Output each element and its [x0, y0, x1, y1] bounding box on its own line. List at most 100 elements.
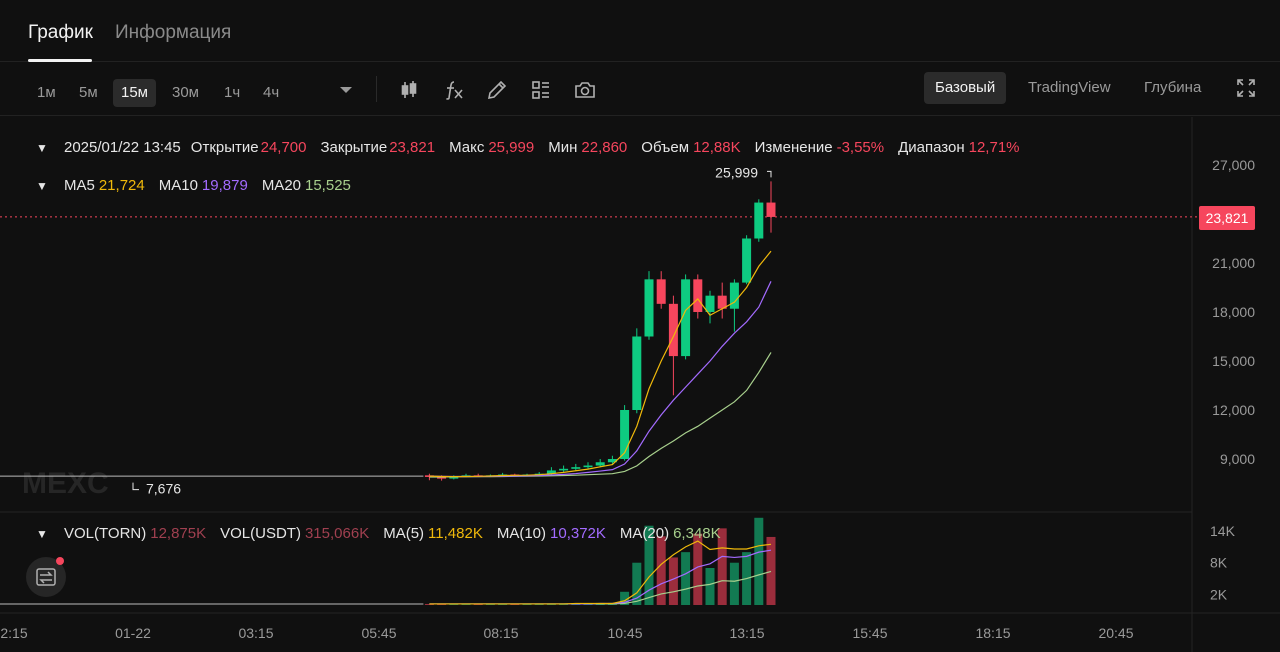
transfer-icon	[36, 568, 56, 586]
candle-body	[437, 476, 447, 479]
change-label: Изменение	[754, 139, 833, 156]
collapse-volume-chevron-icon[interactable]: ▼	[36, 527, 48, 541]
candle-body	[632, 336, 642, 410]
volume-info-row: ▼ VOL(TORN) 12,875K VOL(USDT) 315,066K M…	[36, 523, 735, 545]
close-label: Закрытие	[320, 139, 388, 156]
chart-area[interactable]: MEXC 27,000 21,000 18,000 15,000 12,000 9,000 1…	[0, 117, 1280, 652]
price-axis-tick: 12,000	[1212, 402, 1255, 418]
candle-body	[607, 459, 617, 463]
candle-body	[681, 279, 691, 357]
time-axis-tick: 05:45	[361, 625, 396, 641]
high-marker-arrow	[767, 170, 772, 178]
candle-body	[571, 467, 581, 469]
collapse-ohlc-chevron-icon[interactable]: ▼	[36, 141, 48, 155]
ma5-value: 21,724	[98, 177, 145, 194]
volume-bar	[668, 557, 678, 605]
close-value: 23,821	[389, 139, 436, 156]
candle-body	[729, 282, 739, 309]
timeframe-1h[interactable]: 1ч	[224, 84, 241, 101]
vol-ma20-value: 6,348K	[673, 525, 721, 542]
transfer-button[interactable]	[26, 557, 66, 597]
candle-body	[595, 462, 605, 466]
volume-bar	[693, 533, 703, 605]
vol-usdt-label: VOL(USDT)	[220, 525, 301, 542]
price-axis-tick: 15,000	[1212, 353, 1255, 369]
candle-body	[656, 279, 666, 304]
time-axis-tick: 18:15	[975, 625, 1010, 641]
camera-icon[interactable]	[573, 78, 597, 102]
time-axis-tick: 08:15	[483, 625, 518, 641]
tab-bar: График Информация	[0, 0, 1280, 62]
ohlc-info-row: ▼ 2025/01/22 13:45 Открытие 24,700 Закры…	[36, 137, 1034, 159]
time-axis-tick: 20:45	[1098, 625, 1133, 641]
view-depth[interactable]: Глубина	[1144, 79, 1202, 96]
notification-dot	[56, 557, 64, 565]
price-axis-tick: 27,000	[1212, 157, 1255, 173]
current-price-tag: 23,821	[1199, 206, 1255, 230]
volume-axis-tick: 14K	[1210, 523, 1236, 539]
time-axis-tick: 10:45	[607, 625, 642, 641]
vol-ma10-value: 10,372K	[550, 525, 606, 542]
candle-body	[705, 295, 715, 312]
timeframe-30m[interactable]: 30м	[172, 84, 199, 101]
candle-body	[620, 410, 630, 459]
time-axis-tick: 2:15	[0, 625, 27, 641]
candle-body	[644, 279, 654, 337]
ma10-label: MA10	[158, 177, 198, 194]
timeframe-4h[interactable]: 4ч	[263, 84, 280, 101]
volume-value: 12,88K	[693, 139, 741, 156]
candle-body	[461, 475, 471, 477]
volume-bar	[644, 525, 654, 605]
change-value: -3,55%	[836, 139, 885, 156]
layout-grid-icon[interactable]	[529, 78, 553, 102]
chart-toolbar: 1м 5м 15м 30м 1ч 4ч Базовый TradingView …	[0, 62, 1280, 116]
timeframe-15m[interactable]: 15м	[113, 79, 156, 107]
volume-bar	[705, 568, 715, 605]
time-axis-tick: 03:15	[238, 625, 273, 641]
tab-chart[interactable]: График	[28, 22, 93, 43]
volume-axis-tick: 8K	[1210, 555, 1228, 571]
range-value: 12,71%	[968, 139, 1020, 156]
timeframe-1m[interactable]: 1м	[37, 84, 56, 101]
timeframe-dropdown-icon[interactable]	[334, 78, 358, 102]
indicators-fx-icon[interactable]	[442, 78, 466, 102]
ma20-line	[429, 352, 772, 478]
volume-bar	[620, 591, 630, 605]
high-label: Макс	[449, 139, 485, 156]
fullscreen-icon[interactable]	[1234, 76, 1258, 100]
candle-body	[766, 202, 776, 217]
volume-label: Объем	[641, 139, 690, 156]
vol-torn-label: VOL(TORN)	[64, 525, 147, 542]
collapse-ma-chevron-icon[interactable]: ▼	[36, 179, 48, 193]
candlestick-chart[interactable]: MEXC 27,000 21,000 18,000 15,000 12,000 9,000 1…	[0, 117, 1280, 652]
time-axis-tick: 01-22	[115, 625, 151, 641]
volume-ma5-line	[429, 540, 772, 605]
volume-bar	[754, 517, 764, 605]
ma5-line	[429, 250, 772, 478]
volume-bar	[632, 562, 642, 605]
ma10-value: 19,879	[201, 177, 248, 194]
low-marker-arrow	[132, 482, 139, 491]
price-axis-tick: 21,000	[1212, 255, 1255, 271]
candle-body	[583, 465, 593, 468]
candle-body	[559, 468, 569, 471]
view-basic[interactable]: Базовый	[924, 72, 1007, 104]
timeframe-5m[interactable]: 5м	[79, 84, 98, 101]
ohlc-datetime: 2025/01/22 13:45	[64, 139, 181, 156]
active-tab-indicator	[28, 59, 92, 62]
candle-body	[754, 202, 764, 239]
candlestick-icon[interactable]	[397, 78, 421, 102]
range-label: Диапазон	[898, 139, 965, 156]
draw-pencil-icon[interactable]	[485, 78, 509, 102]
ma-info-row: ▼ MA5 21,724 MA10 19,879 MA20 15,525	[36, 175, 365, 197]
vol-ma5-label: MA(5)	[383, 525, 425, 542]
candle-body	[546, 470, 556, 474]
low-price-marker: 7,676	[146, 481, 181, 497]
low-value: 22,860	[581, 139, 628, 156]
tab-info[interactable]: Информация	[115, 22, 232, 43]
view-tradingview[interactable]: TradingView	[1028, 79, 1111, 96]
price-axis-tick: 9,000	[1220, 451, 1255, 467]
candle-body	[742, 238, 752, 283]
volume-bar	[717, 528, 727, 605]
volume-bar	[681, 552, 691, 605]
